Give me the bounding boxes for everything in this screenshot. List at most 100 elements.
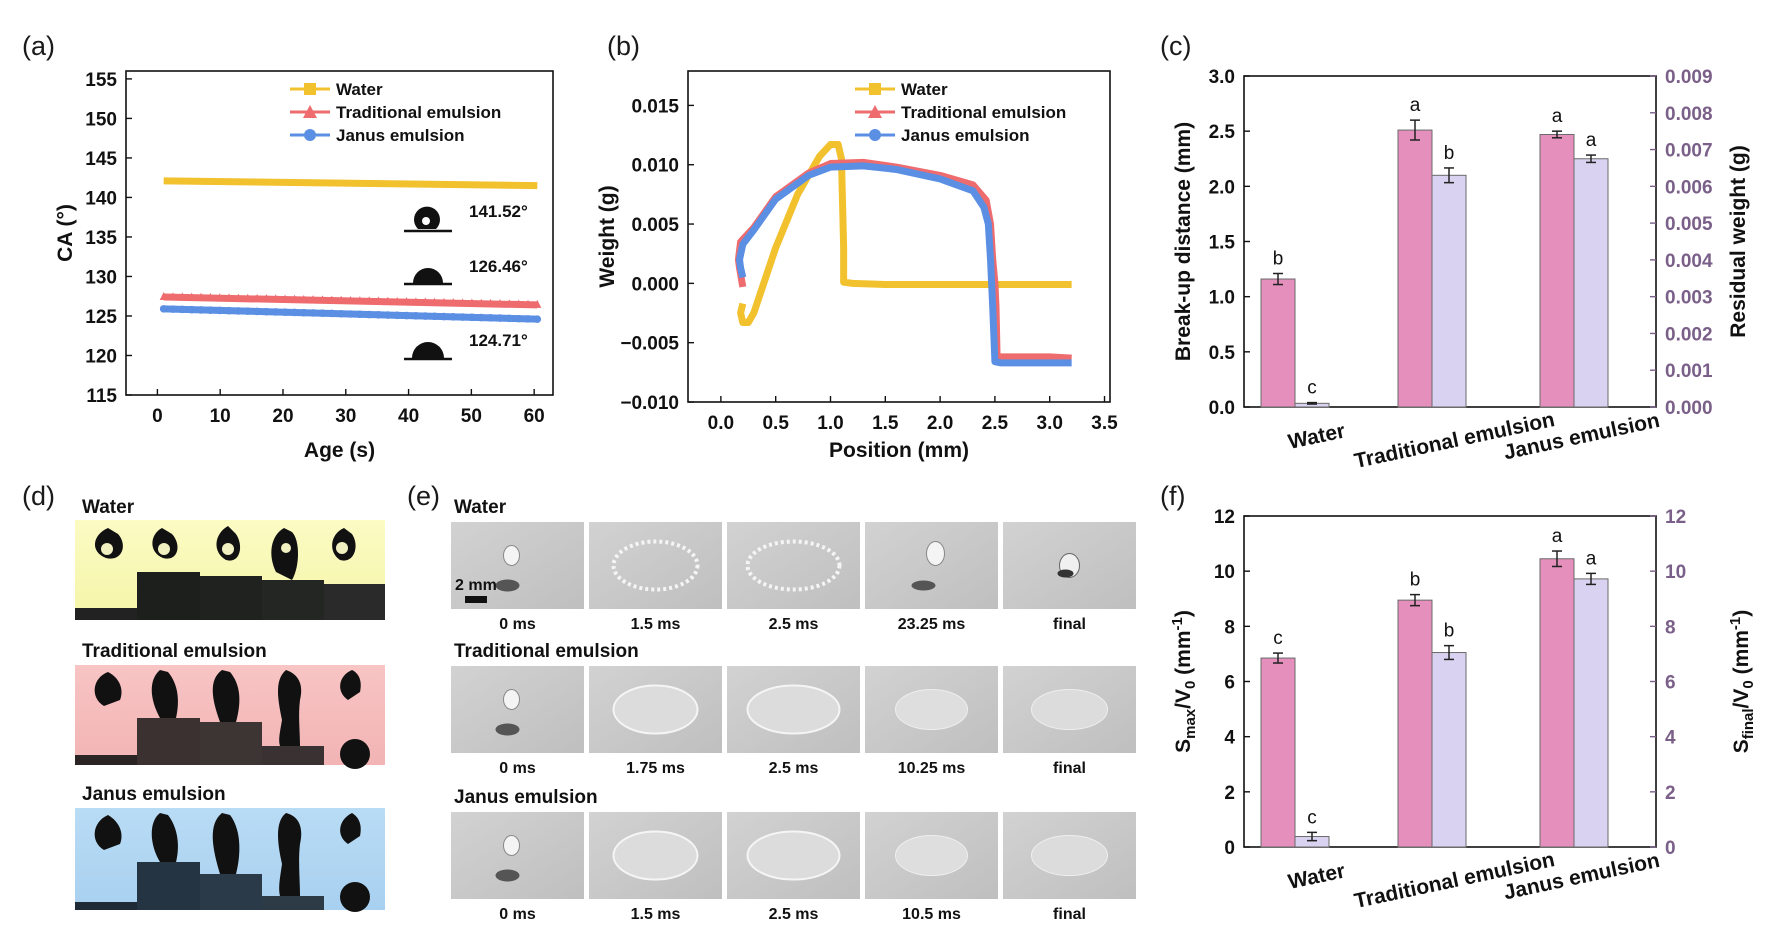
legend-label-2: Janus emulsion (336, 126, 464, 145)
y-axis-label: CA (°) (54, 204, 77, 262)
panel-label-e: (e) (407, 481, 440, 511)
series-marker (356, 310, 364, 319)
series-marker (262, 294, 271, 303)
y-right-tick-label: 6 (1665, 673, 1676, 694)
significance-letter: b (1410, 570, 1421, 591)
droplet-shadow (1057, 569, 1074, 578)
series-marker (234, 307, 243, 315)
frame-time-label: 0 ms (499, 906, 536, 923)
series-marker (253, 307, 261, 316)
series-marker (505, 314, 514, 323)
y-tick-label: 4 (1224, 728, 1235, 749)
series-marker (318, 309, 327, 318)
series-marker (234, 293, 243, 302)
significance-letter: a (1552, 526, 1563, 547)
impact-frame (451, 522, 584, 609)
y-tick-label: −0.005 (620, 334, 679, 355)
series-marker (327, 295, 336, 304)
bar-left-1 (1397, 599, 1433, 848)
frame-time-label: 0 ms (499, 760, 536, 777)
y-tick-label: 0.000 (631, 274, 679, 295)
contact-angle-janus: 124.71° (469, 331, 528, 350)
y-right-tick-label: 0.009 (1665, 67, 1713, 88)
series-marker (328, 309, 336, 318)
series-marker (346, 310, 355, 318)
frame-time-label: 1.75 ms (626, 760, 685, 777)
bar-right-1 (1431, 652, 1467, 848)
y-tick-label: 3.0 (1209, 67, 1235, 88)
droplet-shadow (495, 869, 520, 882)
splash (612, 684, 699, 735)
contact-angle-water: 141.52° (469, 202, 528, 221)
y-tick-label: 115 (86, 386, 117, 407)
series-marker (439, 297, 448, 306)
x-tick-label: 2.0 (927, 413, 953, 434)
series-marker (458, 313, 467, 321)
series-marker (197, 306, 205, 314)
series-marker (299, 294, 308, 303)
y-tick-label: 120 (85, 346, 117, 367)
series-marker (206, 306, 215, 314)
series-marker (411, 297, 420, 306)
legend-marker (303, 105, 317, 118)
x-tick-label: 3.0 (1037, 413, 1063, 434)
panel-d-title-traditional: Traditional emulsion (82, 641, 267, 662)
bar-left-1 (1397, 129, 1433, 408)
series-marker (225, 306, 233, 315)
series-marker (430, 312, 439, 321)
series-marker (243, 307, 252, 315)
legend-label-1: Traditional emulsion (336, 103, 501, 122)
bar-left-0 (1260, 657, 1296, 848)
impact-frame (451, 666, 584, 753)
x-tick-label: 30 (335, 406, 356, 427)
category-label-0: Water (1286, 859, 1347, 893)
y-tick-label: 0.0 (1209, 398, 1235, 419)
droplet-shadow (495, 723, 520, 736)
x-tick-label: 10 (210, 406, 231, 427)
y-right-tick-label: 8 (1665, 617, 1676, 638)
significance-letter: b (1273, 248, 1284, 269)
significance-letter: a (1586, 130, 1597, 151)
panel-label-c: (c) (1160, 31, 1191, 61)
y-right-tick-label: 12 (1665, 507, 1686, 528)
frame-time-label: 0 ms (499, 616, 536, 633)
legend-label-2: Janus emulsion (901, 126, 1029, 145)
x-tick-label: 0 (152, 406, 163, 427)
series-marker (421, 312, 430, 320)
x-tick-label: 40 (398, 406, 419, 427)
series-marker (458, 298, 467, 307)
y-right-tick-label: 0.003 (1665, 288, 1713, 309)
series-marker (486, 298, 495, 307)
series-marker (365, 310, 373, 319)
panel-d-title-janus: Janus emulsion (82, 784, 226, 805)
series-marker (187, 305, 196, 314)
y-right-tick-label: 0.006 (1665, 177, 1713, 198)
legend-label-0: Water (901, 80, 948, 99)
significance-letter: b (1444, 621, 1455, 642)
series-marker (365, 296, 374, 305)
series-marker (271, 294, 280, 303)
x-tick-label: 1.0 (817, 413, 843, 434)
y-tick-label: −0.010 (620, 393, 679, 414)
series-marker (383, 296, 392, 305)
y-tick-label: 6 (1224, 673, 1235, 694)
series-marker (243, 293, 252, 302)
series-marker (309, 309, 317, 317)
droplet (503, 545, 520, 566)
panel-label-d: (d) (22, 481, 55, 511)
y-tick-label: 135 (85, 228, 117, 249)
y-tick-label: 8 (1224, 617, 1235, 638)
y-tick-label: 0.005 (631, 215, 679, 236)
series-marker (159, 292, 168, 301)
y-tick-label: 2.0 (1209, 177, 1235, 198)
series-marker (467, 298, 476, 307)
bar-left-0 (1260, 278, 1296, 408)
frame-time-label: 2.5 ms (769, 616, 819, 633)
legend-label-0: Water (336, 80, 383, 99)
series-marker (495, 299, 504, 308)
series-marker (309, 295, 318, 304)
y-tick-label: 125 (85, 307, 117, 328)
droplet (503, 835, 520, 856)
